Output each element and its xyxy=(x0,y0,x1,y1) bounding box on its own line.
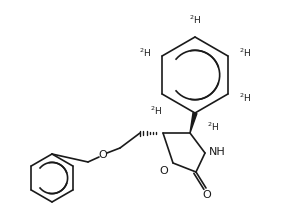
Text: $^2$H: $^2$H xyxy=(239,91,251,103)
Text: $^2$H: $^2$H xyxy=(239,46,251,59)
Text: NH: NH xyxy=(209,147,226,157)
Text: O: O xyxy=(159,166,168,176)
Text: $^2$H: $^2$H xyxy=(150,105,163,117)
Text: O: O xyxy=(99,150,107,160)
Text: $^2$H: $^2$H xyxy=(207,121,219,133)
Polygon shape xyxy=(190,112,197,133)
Text: $^2$H: $^2$H xyxy=(189,14,201,26)
Text: O: O xyxy=(203,190,211,200)
Text: $^2$H: $^2$H xyxy=(139,46,151,59)
